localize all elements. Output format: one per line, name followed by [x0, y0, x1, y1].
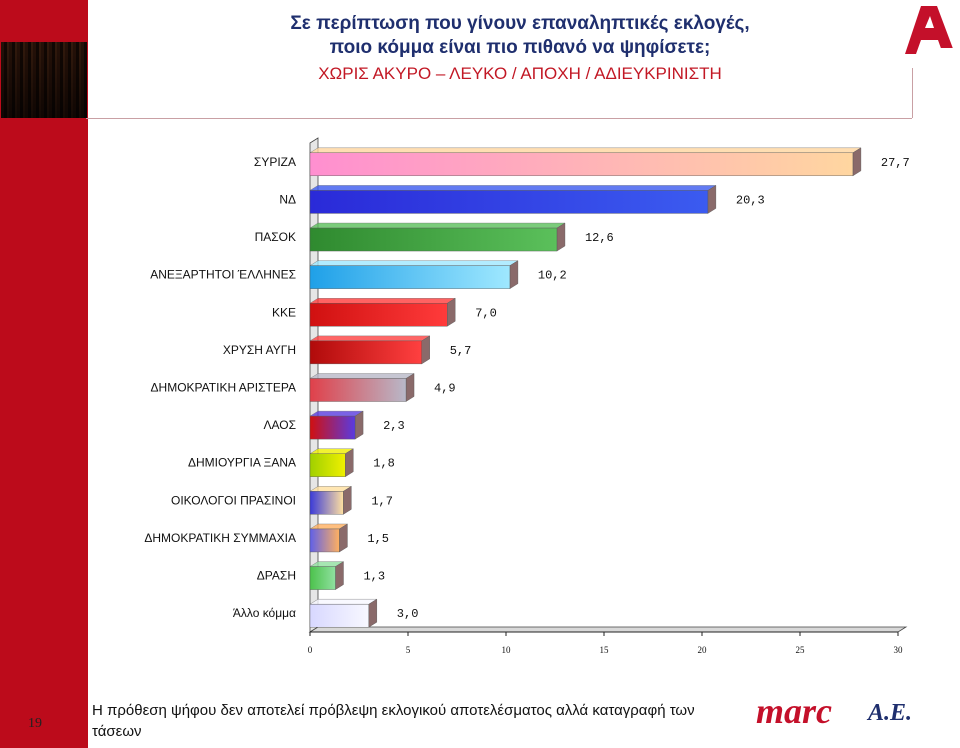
- value-label: 20,3: [736, 193, 765, 207]
- bar-1: [309, 147, 862, 177]
- x-tick-label: 0: [308, 645, 313, 655]
- axis-floor: [308, 626, 908, 633]
- value-label: 5,7: [450, 344, 472, 358]
- x-tick-label: 20: [698, 645, 708, 655]
- bar-side: [421, 335, 430, 365]
- category-label: ΣΥΡΙΖΑ: [254, 155, 296, 169]
- title-line-1: Σε περίπτωση που γίνουν επαναληπτικές εκ…: [290, 13, 750, 34]
- bar-4: [309, 260, 519, 290]
- value-label: 3,0: [397, 607, 419, 621]
- subtitle: ΧΩΡΙΣ ΑΚΥΡΟ – ΛΕΥΚΟ / ΑΠΟΧΗ / ΑΔΙΕΥΚΡΙΝΙ…: [318, 64, 722, 83]
- x-tick-label: 25: [796, 645, 806, 655]
- bar-top: [309, 598, 378, 605]
- bar-side: [405, 373, 415, 402]
- bar-top: [309, 222, 566, 229]
- bar-front: [309, 491, 344, 515]
- bar-top: [309, 185, 717, 191]
- category-label: Άλλο κόμμα: [233, 606, 296, 620]
- bar-10: [309, 485, 353, 515]
- bar-side: [354, 410, 364, 440]
- category-label: ΠΑΣΟΚ: [255, 230, 296, 244]
- bar-side: [556, 222, 566, 252]
- bar-front: [309, 303, 448, 327]
- title-line-2: ποιο κόμμα είναι πιο πιθανό να ψηφίσετε;: [329, 37, 711, 58]
- bar-front: [309, 340, 422, 365]
- bar-front: [309, 378, 407, 402]
- bar-front: [309, 453, 346, 477]
- bar-front: [309, 415, 356, 440]
- bar-top: [309, 373, 415, 379]
- value-label: 1,8: [373, 457, 395, 471]
- header-panel: [88, 0, 960, 118]
- bar-front: [309, 603, 369, 628]
- chart-labels: ΣΥΡΙΖΑ 27,7 ΝΔ 20,3 ΠΑΣΟΚ 12,6 ΑΝΕΞΑΡΤΗΤΟΙ ΈΛΛ…: [144, 155, 909, 621]
- bar-side: [852, 147, 862, 177]
- bar-side: [343, 485, 352, 515]
- value-label: 27,7: [881, 156, 910, 170]
- marc-logo: marc: [756, 691, 832, 731]
- value-label: 7,0: [475, 306, 497, 320]
- value-label: 1,3: [363, 570, 385, 584]
- category-label: ΟΙΚΟΛΟΓΟΙ ΠΡΑΣΙΝΟΙ: [171, 493, 296, 507]
- bar-top: [309, 410, 364, 417]
- bar-front: [309, 152, 854, 177]
- header-divider: [86, 118, 912, 119]
- bar-3: [309, 222, 566, 252]
- bar-top: [309, 335, 431, 342]
- page-number: 19: [28, 716, 42, 731]
- bar-7: [309, 373, 415, 402]
- bar-front: [309, 227, 558, 252]
- bar-front: [309, 265, 511, 289]
- bar-top: [309, 260, 519, 266]
- category-label: ΔΗΜΟΚΡΑΤΙΚΗ ΑΡΙΣΤΕΡΑ: [151, 381, 296, 395]
- category-label: ΚΚΕ: [272, 305, 296, 319]
- bar-side: [335, 561, 344, 590]
- bar-11: [309, 523, 349, 553]
- x-tick-label: 30: [894, 645, 904, 655]
- bar-6: [309, 335, 431, 365]
- bar-13: [309, 598, 378, 628]
- value-label: 1,7: [371, 494, 393, 508]
- bar-9: [309, 448, 354, 478]
- category-label: ΔΗΜΟΚΡΑΤΙΚΗ ΣΥΜΜΑΧΙΑ: [144, 531, 296, 545]
- bar-12: [309, 561, 345, 590]
- category-label: ΧΡΥΣΗ ΑΥΓΗ: [223, 343, 296, 357]
- bar-side: [707, 185, 717, 214]
- bar-front: [309, 190, 709, 214]
- bar-front: [309, 566, 336, 590]
- footer-note: Η πρόθεση ψήφου δεν αποτελεί πρόβλεψη εκ…: [92, 702, 695, 740]
- bar-front: [309, 528, 340, 553]
- category-label: ΛΑΟΣ: [263, 418, 296, 432]
- bar-side: [339, 523, 348, 553]
- value-label: 12,6: [585, 231, 614, 245]
- bar-side: [447, 297, 456, 327]
- bar-top: [309, 298, 456, 304]
- category-label: ΑΝΕΞΑΡΤΗΤΟΙ ΈΛΛΗΝΕΣ: [150, 268, 296, 282]
- x-tick-label: 5: [406, 645, 411, 655]
- parliament-photo: [1, 42, 87, 118]
- alpha-logo: [905, 6, 957, 58]
- sidebar-stripe: [0, 0, 88, 748]
- bar-side: [368, 598, 377, 628]
- value-label: 10,2: [538, 269, 567, 283]
- value-label: 1,5: [367, 532, 389, 546]
- header-divider-vertical: [912, 68, 913, 118]
- category-label: ΔΗΜΙΟΥΡΓΙΑ ΞΑΝΑ: [188, 456, 296, 470]
- value-label: 4,9: [434, 382, 456, 396]
- bar-5: [309, 297, 456, 327]
- value-label: 2,3: [383, 419, 405, 433]
- bar-side: [345, 448, 354, 478]
- x-tick-label: 10: [502, 645, 512, 655]
- bar-top: [309, 147, 862, 154]
- category-label: ΔΡΑΣΗ: [257, 569, 296, 583]
- bar-side: [509, 260, 519, 290]
- bar-2: [309, 185, 717, 214]
- marc-logo-suffix: A.E.: [868, 700, 913, 726]
- category-label: ΝΔ: [279, 192, 296, 206]
- chart-bars: [309, 147, 862, 628]
- x-tick-label: 15: [600, 645, 610, 655]
- bar-8: [309, 410, 364, 440]
